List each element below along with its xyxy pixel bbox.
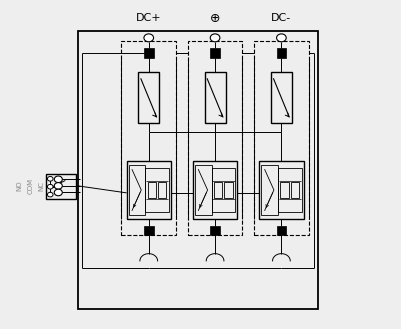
Bar: [276, 48, 286, 58]
Circle shape: [54, 189, 62, 196]
Circle shape: [54, 183, 62, 189]
Bar: [261, 164, 277, 215]
Bar: [126, 161, 170, 219]
Bar: [277, 168, 301, 212]
Circle shape: [47, 192, 53, 197]
Circle shape: [144, 34, 153, 42]
Bar: [144, 226, 153, 235]
Bar: [121, 41, 176, 235]
Bar: [204, 72, 225, 123]
Bar: [145, 168, 169, 212]
Bar: [270, 72, 291, 123]
Bar: [158, 182, 166, 198]
Text: DC-: DC-: [271, 13, 291, 23]
Bar: [78, 31, 317, 309]
Bar: [210, 226, 219, 235]
Circle shape: [47, 184, 53, 189]
Text: NO
COM
NC: NO COM NC: [16, 178, 44, 194]
Circle shape: [210, 34, 219, 42]
Bar: [224, 182, 232, 198]
Bar: [128, 164, 145, 215]
Bar: [279, 182, 288, 198]
Text: DC+: DC+: [136, 13, 161, 23]
Bar: [276, 226, 286, 235]
Bar: [192, 161, 237, 219]
Bar: [46, 174, 76, 199]
Circle shape: [54, 176, 62, 183]
Bar: [211, 168, 235, 212]
Bar: [144, 48, 153, 58]
Bar: [210, 48, 219, 58]
Bar: [187, 41, 242, 235]
Circle shape: [47, 176, 53, 181]
Bar: [259, 161, 303, 219]
Bar: [138, 72, 159, 123]
Text: ⊕: ⊕: [209, 12, 220, 25]
Bar: [147, 182, 156, 198]
Bar: [213, 182, 222, 198]
Circle shape: [276, 34, 286, 42]
Bar: [290, 182, 298, 198]
Bar: [253, 41, 308, 235]
Bar: [194, 164, 211, 215]
